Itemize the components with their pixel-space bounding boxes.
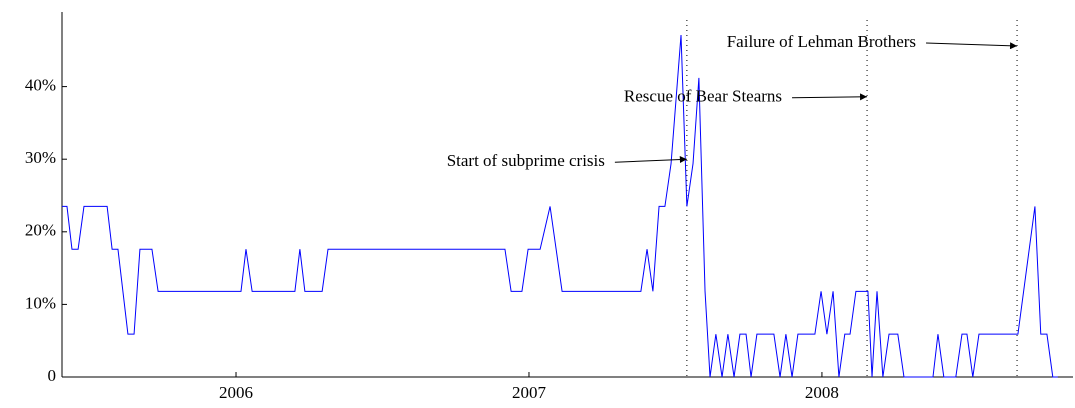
annotation-text: Failure of Lehman Brothers [727, 32, 916, 51]
annotation-text: Rescue of Bear Stearns [624, 87, 782, 106]
annotation-arrow [792, 93, 868, 101]
x-tick-label: 2006 [219, 383, 253, 402]
y-tick-label: 40% [25, 76, 56, 95]
annotation-text: Start of subprime crisis [447, 151, 605, 170]
y-tick-label: 20% [25, 221, 56, 240]
annotation-arrow [614, 155, 687, 163]
x-tick-label: 2007 [512, 383, 547, 402]
x-tick-label: 2008 [805, 383, 839, 402]
annotation-arrow [926, 42, 1018, 50]
y-tick-label: 10% [25, 293, 56, 312]
y-tick-label: 0 [48, 366, 57, 385]
data-line [62, 35, 1058, 378]
y-tick-label: 30% [25, 148, 56, 167]
